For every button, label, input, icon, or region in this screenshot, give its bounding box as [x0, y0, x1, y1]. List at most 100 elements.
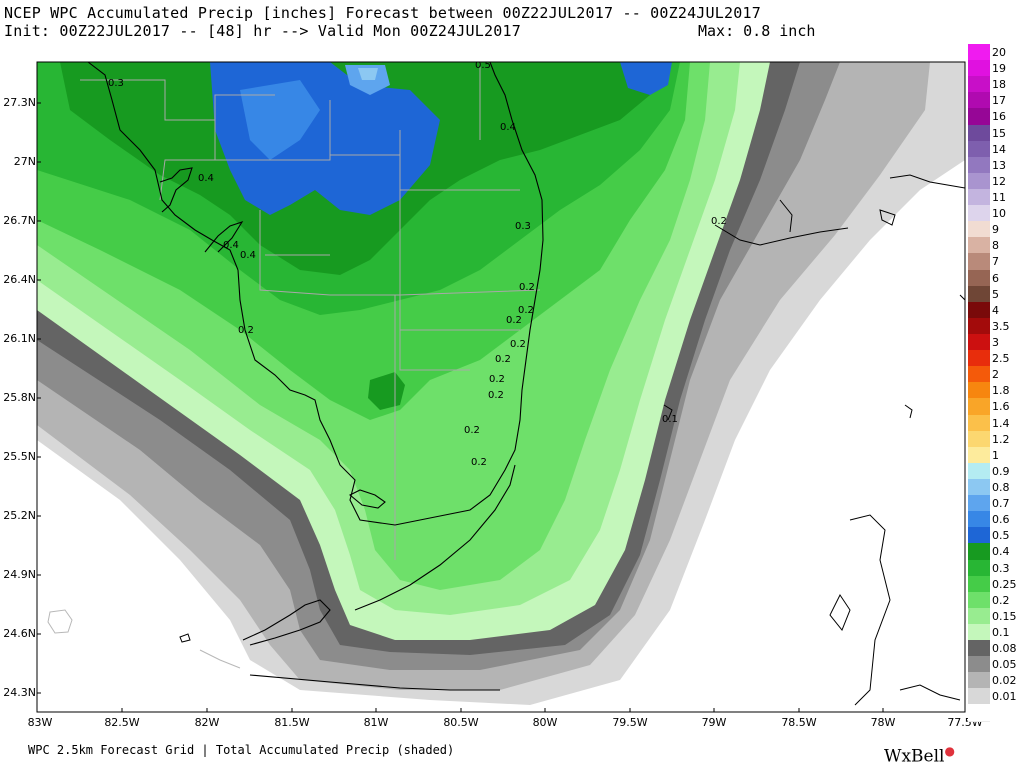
contour-label: 0.2	[506, 315, 522, 326]
contour-labels: 0.5 0.3 0.4 0.4 0.4 0.4 0.3 0.2 0.2 0.2 …	[108, 60, 727, 468]
legend-row: 4	[968, 301, 1020, 319]
legend-row: 0.2	[968, 591, 1020, 609]
legend-row: 18	[968, 76, 1020, 94]
legend-swatch	[968, 446, 990, 464]
legend-label: 16	[992, 110, 1006, 124]
legend-swatch	[968, 140, 990, 158]
legend-swatch	[968, 656, 990, 674]
legend-label: 8	[992, 239, 999, 253]
legend-swatch	[968, 414, 990, 432]
legend-row: 16	[968, 108, 1020, 126]
contour-label: 0.2	[489, 374, 505, 385]
legend-label: 12	[992, 174, 1006, 188]
legend-swatch	[968, 237, 990, 255]
lat-label: 24.6N	[3, 627, 36, 640]
legend-swatch	[968, 672, 990, 690]
legend-swatch	[968, 382, 990, 400]
legend-label: 2.5	[992, 352, 1010, 366]
precip-blob-0.3-east	[368, 372, 405, 410]
cuba-outline	[47, 609, 241, 669]
legend-swatch	[968, 333, 990, 352]
contour-label: 0.1	[662, 414, 678, 425]
lon-label: 82.5W	[104, 716, 140, 729]
legend-label: 13	[992, 158, 1006, 172]
legend-row: 1.6	[968, 398, 1020, 416]
legend-label: 0.02	[992, 674, 1017, 688]
lat-label: 26.7N	[3, 214, 36, 227]
legend-swatch	[968, 76, 990, 94]
legend-swatch	[968, 92, 990, 110]
legend-label: 7	[992, 255, 999, 269]
max-value: Max: 0.8 inch	[698, 22, 816, 40]
contour-label: 0.2	[471, 457, 487, 468]
contour-label: 0.4	[198, 173, 214, 184]
legend-row: 7	[968, 253, 1020, 271]
legend-label: 1.2	[992, 432, 1010, 446]
legend-row: 0.08	[968, 640, 1020, 658]
legend-row: 0.5	[968, 527, 1020, 545]
map-subtitle: Init: 00Z22JUL2017 -- [48] hr --> Valid …	[4, 22, 521, 40]
legend-row: 0.8	[968, 478, 1020, 497]
lon-label: 80.5W	[443, 716, 479, 729]
lat-label: 27N	[13, 155, 36, 168]
color-legend: 20 19 18 17 16 15 14 13 12 11 10 9 8 7 6 5 4 3.5 3 2.5 2 1.8 1…	[968, 44, 1020, 722]
legend-row: 10	[968, 205, 1020, 223]
legend-row: 3	[968, 333, 1020, 352]
legend-label: 0.1	[992, 625, 1010, 639]
legend-row: 15	[968, 124, 1020, 142]
legend-row: 0.7	[968, 495, 1020, 513]
legend-row: 14	[968, 140, 1020, 158]
legend-row: 12	[968, 172, 1020, 190]
legend-row: 6	[968, 269, 1020, 287]
contour-label: 0.3	[108, 78, 124, 89]
legend-swatch	[968, 543, 990, 561]
lat-label: 25.8N	[3, 391, 36, 404]
legend-swatch	[968, 108, 990, 126]
legend-label: 18	[992, 78, 1006, 92]
legend-label: 0.05	[992, 658, 1017, 672]
legend-row: 0.15	[968, 607, 1020, 625]
footer-caption: WPC 2.5km Forecast Grid | Total Accumula…	[28, 743, 455, 757]
lon-label: 80W	[532, 716, 558, 729]
lat-label: 27.3N	[3, 96, 36, 109]
legend-swatch	[968, 511, 990, 529]
map-frame	[36, 61, 966, 713]
legend-row: 9	[968, 221, 1020, 239]
contour-label: 0.4	[223, 240, 239, 251]
legend-row: 1.4	[968, 414, 1020, 432]
legend-swatch	[968, 317, 990, 335]
legend-swatch	[968, 366, 990, 384]
legend-row: 17	[968, 92, 1020, 110]
legend-row: 3.5	[968, 317, 1020, 335]
contour-label: 0.2	[464, 425, 480, 436]
contour-label: 0.2	[495, 354, 511, 365]
legend-swatch	[968, 398, 990, 416]
legend-swatch	[968, 640, 990, 658]
legend-label: 9	[992, 223, 999, 237]
lat-label: 25.2N	[3, 509, 36, 522]
legend-label: 0.2	[992, 593, 1010, 607]
legend-swatch	[968, 205, 990, 223]
legend-row: 0.25	[968, 575, 1020, 593]
legend-row: 0.1	[968, 623, 1020, 642]
map-title: NCEP WPC Accumulated Precip [inches] For…	[4, 4, 761, 22]
legend-label: 0.4	[992, 545, 1010, 559]
legend-label: 6	[992, 271, 999, 285]
legend-row: 0.3	[968, 559, 1020, 577]
lon-label: 82W	[194, 716, 220, 729]
legend-swatch	[968, 285, 990, 303]
legend-row: 20	[968, 44, 1020, 62]
legend-swatch	[968, 559, 990, 577]
legend-label: 5	[992, 287, 999, 301]
legend-label: 0.15	[992, 609, 1017, 623]
legend-row	[968, 704, 1020, 722]
legend-label: 0.25	[992, 577, 1017, 591]
legend-swatch	[968, 575, 990, 593]
legend-row: 0.01	[968, 688, 1020, 706]
legend-swatch	[968, 430, 990, 448]
legend-swatch	[968, 527, 990, 545]
legend-swatch	[968, 172, 990, 190]
contour-label: 0.3	[515, 221, 531, 232]
contour-label: 0.5	[475, 60, 491, 71]
brand-name: WxBell	[884, 746, 945, 767]
